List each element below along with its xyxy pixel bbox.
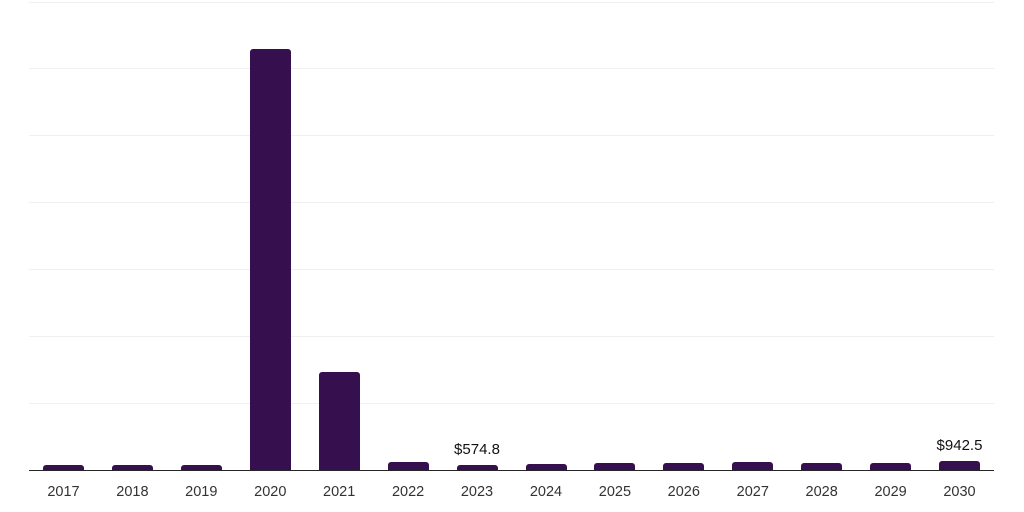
bar-value-label-2023: $574.8: [454, 440, 500, 458]
gridline: [29, 202, 994, 204]
bar-2025[interactable]: [594, 463, 636, 470]
x-tick-label-2019: 2019: [185, 484, 218, 500]
x-tick-label-2025: 2025: [598, 484, 632, 500]
bar-2020[interactable]: [249, 49, 291, 470]
x-tick-label-2030: 2030: [943, 484, 976, 500]
gridline: [29, 269, 994, 271]
bar-2018[interactable]: [111, 465, 153, 470]
bar-2027[interactable]: [732, 461, 774, 470]
bar-2022[interactable]: [387, 462, 429, 470]
gridline: [29, 135, 994, 137]
x-tick-label-2020: 2020: [254, 484, 287, 500]
x-tick-label-2018: 2018: [116, 484, 149, 500]
x-tick-label-2029: 2029: [874, 484, 907, 500]
x-axis-line: [29, 470, 994, 471]
bar-2024[interactable]: [525, 463, 567, 470]
bar-value-label-2030: $942.5: [936, 437, 983, 454]
x-tick-label-2028: 2028: [805, 484, 838, 500]
bar-2023[interactable]: [456, 464, 498, 470]
bar-2021[interactable]: [318, 371, 360, 470]
gridline: [29, 336, 994, 338]
x-tick-label-2017: 2017: [47, 484, 80, 500]
x-tick-label-2021: 2021: [323, 484, 356, 500]
x-tick-label-2023: 2023: [460, 484, 494, 500]
gridline: [29, 68, 994, 70]
bar-2017[interactable]: [43, 465, 84, 470]
x-tick-label-2026: 2026: [667, 484, 700, 500]
gridline: [29, 403, 994, 405]
plot-area: 2017 2018 2019 2020 2021 2022 $574.8 2023 2024 20…: [29, 0, 994, 500]
gridline: [29, 1, 994, 3]
bar-2029[interactable]: [870, 462, 912, 470]
bar-2019[interactable]: [180, 465, 222, 470]
bar-2030[interactable]: [939, 461, 980, 470]
bar-2028[interactable]: [801, 463, 843, 470]
x-tick-label-2024: 2024: [529, 484, 563, 500]
x-tick-label-2022: 2022: [391, 484, 425, 500]
x-tick-label-2027: 2027: [736, 484, 769, 500]
bar-2026[interactable]: [663, 462, 705, 470]
